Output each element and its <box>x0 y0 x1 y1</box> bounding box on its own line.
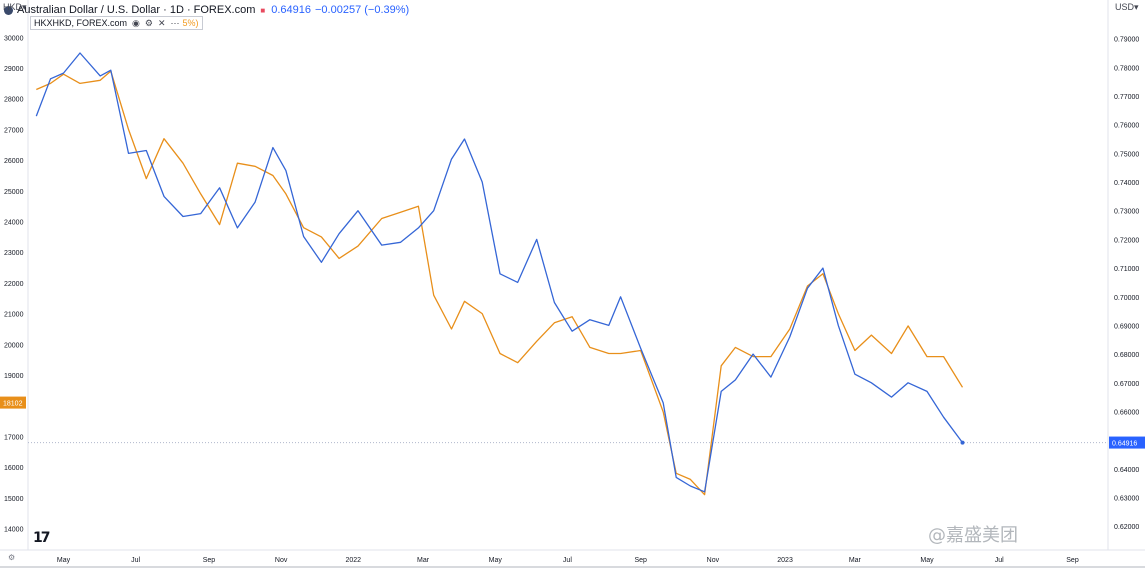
left-tick-label: 22000 <box>4 281 24 288</box>
right-last-value-badge <box>1109 436 1145 449</box>
x-tick-label: Nov <box>707 557 720 564</box>
left-axis-currency-menu[interactable]: HKD▾ <box>3 2 27 12</box>
left-tick-label: 17000 <box>4 434 24 441</box>
right-tick-label: 0.62000 <box>1114 524 1139 531</box>
right-tick-label: 0.74000 <box>1114 180 1139 187</box>
symbol-icon <box>4 5 13 15</box>
right-axis-currency-menu[interactable]: USD▾ <box>1115 2 1139 12</box>
hkx-series-line <box>36 70 964 496</box>
left-tick-label: 23000 <box>4 250 24 257</box>
x-tick-label: 2022 <box>346 557 362 564</box>
x-tick-label: Mar <box>849 557 862 564</box>
left-tick-label: 28000 <box>4 97 24 104</box>
right-tick-label: 0.66000 <box>1114 409 1139 416</box>
x-tick-label: May <box>920 557 934 564</box>
x-tick-label: Sep <box>203 557 216 564</box>
right-tick-label: 0.68000 <box>1114 352 1139 359</box>
x-tick-label: 2023 <box>777 557 793 564</box>
right-tick-label: 0.76000 <box>1114 123 1139 130</box>
x-tick-label: Jul <box>995 557 1004 564</box>
x-tick-label: Sep <box>1066 557 1079 564</box>
x-tick-label: Jul <box>131 557 140 564</box>
left-tick-label: 19000 <box>4 373 24 380</box>
settings-icon[interactable]: ⚙ <box>144 17 153 28</box>
right-tick-label: 0.72000 <box>1114 237 1139 244</box>
x-tick-label: May <box>489 557 503 564</box>
tradingview-logo[interactable]: 17 <box>33 530 51 546</box>
x-tick-label: Jul <box>563 557 572 564</box>
compare-series-change: 5%) <box>182 18 199 28</box>
left-tick-label: 27000 <box>4 127 24 134</box>
right-tick-label: 0.71000 <box>1114 266 1139 273</box>
left-tick-label: 30000 <box>4 35 24 42</box>
right-tick-label: 0.67000 <box>1114 381 1139 388</box>
left-tick-label: 20000 <box>4 342 24 349</box>
right-tick-label: 0.77000 <box>1114 94 1139 101</box>
left-tick-label: 25000 <box>4 189 24 196</box>
left-tick-label: 26000 <box>4 158 24 165</box>
left-last-value-label: 18102 <box>3 401 23 408</box>
eye-icon[interactable]: ◉ <box>132 17 140 28</box>
left-tick-label: 24000 <box>4 220 24 227</box>
x-tick-label: Sep <box>635 557 648 564</box>
x-tick-label: May <box>57 557 71 564</box>
right-last-value-label: 0.64916 <box>1112 441 1137 448</box>
left-tick-label: 29000 <box>4 66 24 73</box>
left-tick-label: 15000 <box>4 496 24 503</box>
right-tick-label: 0.64000 <box>1114 467 1139 474</box>
left-last-value-badge <box>0 396 26 409</box>
compare-series-title: HKXHKD, FOREX.com <box>34 18 128 28</box>
left-tick-label: 16000 <box>4 465 24 472</box>
x-tick-label: Mar <box>417 557 430 564</box>
right-tick-label: 0.70000 <box>1114 295 1139 302</box>
left-tick-label: 14000 <box>4 527 24 534</box>
right-tick-label: 0.78000 <box>1114 65 1139 72</box>
right-tick-label: 0.63000 <box>1114 496 1139 503</box>
right-tick-label: 0.69000 <box>1114 323 1139 330</box>
left-tick-label: 21000 <box>4 312 24 319</box>
main-series-change: −0.00257 (−0.39%) <box>315 4 410 16</box>
compare-series-legend[interactable]: HKXHKD, FOREX.com ◉ ⚙ ✕ ⋯ 5%) <box>30 16 203 30</box>
more-icon[interactable]: ⋯ <box>170 17 180 28</box>
right-tick-label: 0.73000 <box>1114 209 1139 216</box>
flag-icon[interactable]: ■ <box>260 5 266 15</box>
right-tick-label: 0.79000 <box>1114 37 1139 44</box>
main-series-value: 0.64916 <box>271 4 311 16</box>
right-tick-label: 0.75000 <box>1114 151 1139 158</box>
audusd-series-line <box>35 52 964 493</box>
main-series-title[interactable]: Australian Dollar / U.S. Dollar · 1D · F… <box>17 4 256 16</box>
chart-legend: Australian Dollar / U.S. Dollar · 1D · F… <box>4 3 409 17</box>
timezone-icon[interactable]: ⚙ <box>8 553 16 562</box>
audusd-last-point <box>960 440 965 445</box>
x-tick-label: Nov <box>275 557 288 564</box>
close-icon[interactable]: ✕ <box>157 17 166 28</box>
watermark: @嘉盛美团 <box>928 525 1018 546</box>
